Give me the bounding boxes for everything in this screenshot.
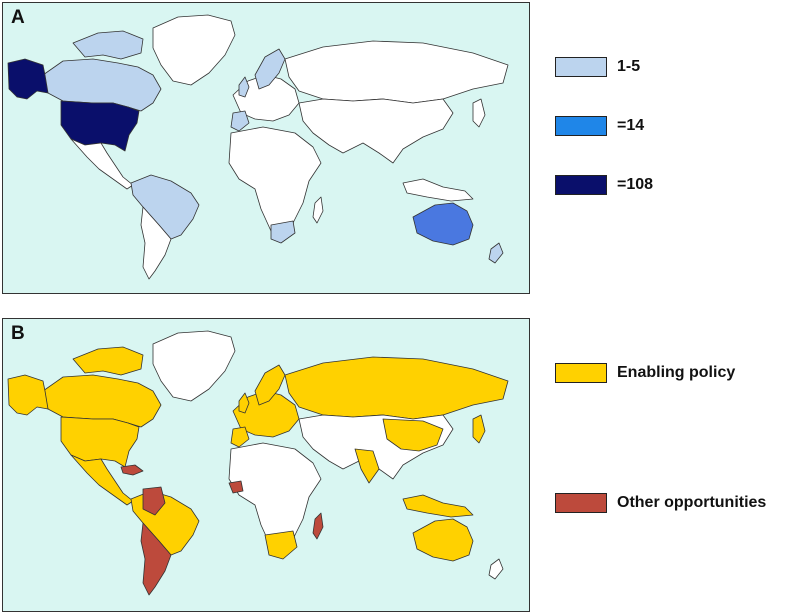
region-africa — [228, 126, 322, 240]
region-south-america-north — [130, 490, 200, 556]
legend-label: =108 — [617, 176, 654, 193]
legend-swatch — [555, 493, 607, 513]
region-russia — [284, 356, 509, 420]
legend-item-a-3: =108 — [555, 174, 653, 196]
region-arctic-islands — [72, 346, 144, 376]
panel-letter-b: B — [11, 323, 25, 344]
region-madagascar — [312, 512, 324, 540]
map-panel-a: A — [2, 2, 530, 294]
region-south-america-north — [130, 174, 200, 240]
legend-label: Other opportunities — [617, 494, 767, 511]
region-uk — [238, 76, 250, 98]
region-new-zealand — [488, 242, 504, 264]
region-madagascar — [312, 196, 324, 224]
legend-item-b-2: Other opportunities — [555, 492, 766, 514]
region-caribbean — [120, 464, 144, 476]
region-indonesia — [402, 494, 474, 518]
legend-swatch — [555, 57, 607, 77]
region-japan — [472, 414, 486, 444]
region-south-america-south — [140, 206, 172, 280]
region-mexico — [70, 454, 134, 506]
region-indonesia — [402, 178, 474, 202]
legend-swatch — [555, 363, 607, 383]
region-iberia — [230, 426, 250, 448]
region-iberia — [230, 110, 250, 132]
legend-item-b-1: Enabling policy — [555, 362, 735, 384]
region-west-africa — [228, 480, 244, 494]
world-map-a — [7, 14, 509, 280]
region-bolivia-paraguay — [142, 486, 166, 516]
legend-item-a-1: 1-5 — [555, 56, 640, 78]
legend-label: Enabling policy — [617, 364, 736, 381]
legend-label: =14 — [617, 117, 645, 134]
legend-swatch — [555, 116, 607, 136]
region-alaska — [7, 58, 49, 100]
region-russia — [284, 40, 509, 104]
legend-item-a-2: =14 — [555, 115, 644, 137]
region-arctic-islands — [72, 30, 144, 60]
region-uk — [238, 392, 250, 414]
region-australia — [412, 202, 474, 246]
region-asia — [298, 98, 454, 164]
region-mexico — [70, 138, 134, 190]
region-australia — [412, 518, 474, 562]
region-japan — [472, 98, 486, 128]
region-greenland — [152, 330, 236, 402]
region-scandinavia — [254, 48, 286, 90]
region-greenland — [152, 14, 236, 86]
legend-label: 1-5 — [617, 58, 641, 75]
map-panel-b: B — [2, 318, 530, 612]
legend-swatch — [555, 175, 607, 195]
panel-letter-a: A — [11, 7, 25, 28]
region-south-africa — [270, 220, 296, 244]
region-india — [354, 448, 380, 484]
region-new-zealand — [488, 558, 504, 580]
region-china — [382, 418, 444, 452]
region-south-africa — [264, 530, 298, 560]
world-map-b — [7, 330, 509, 596]
region-alaska — [7, 374, 49, 416]
region-scandinavia — [254, 364, 286, 406]
region-south-america-south — [140, 522, 172, 596]
